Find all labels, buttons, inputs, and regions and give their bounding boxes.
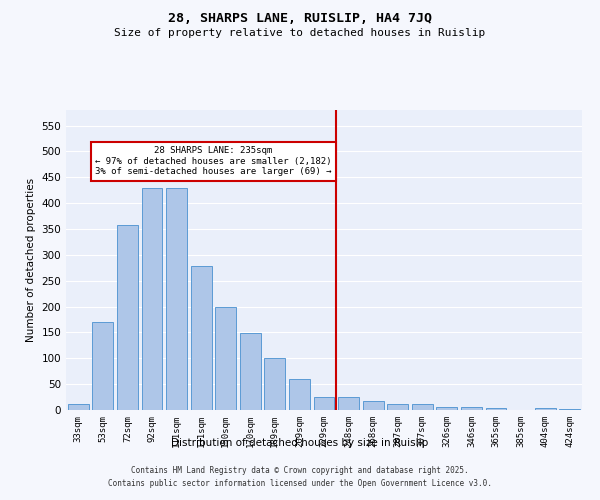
Bar <box>559 409 580 410</box>
Bar <box>117 226 138 410</box>
Bar <box>68 404 89 410</box>
Bar <box>338 397 359 410</box>
Text: Contains HM Land Registry data © Crown copyright and database right 2025.
Contai: Contains HM Land Registry data © Crown c… <box>108 466 492 487</box>
Text: Size of property relative to detached houses in Ruislip: Size of property relative to detached ho… <box>115 28 485 38</box>
Bar <box>362 400 383 410</box>
Text: 28 SHARPS LANE: 235sqm
← 97% of detached houses are smaller (2,182)
3% of semi-d: 28 SHARPS LANE: 235sqm ← 97% of detached… <box>95 146 332 176</box>
Bar <box>412 404 433 410</box>
Text: Distribution of detached houses by size in Ruislip: Distribution of detached houses by size … <box>172 438 428 448</box>
Bar <box>92 322 113 410</box>
Bar <box>387 404 408 410</box>
Bar <box>215 306 236 410</box>
Bar <box>265 358 286 410</box>
Bar <box>191 266 212 410</box>
Bar <box>289 379 310 410</box>
Text: 28, SHARPS LANE, RUISLIP, HA4 7JQ: 28, SHARPS LANE, RUISLIP, HA4 7JQ <box>168 12 432 26</box>
Bar <box>240 334 261 410</box>
Bar <box>535 408 556 410</box>
Y-axis label: Number of detached properties: Number of detached properties <box>26 178 36 342</box>
Bar <box>166 188 187 410</box>
Bar <box>142 188 163 410</box>
Bar <box>485 408 506 410</box>
Bar <box>436 407 457 410</box>
Bar <box>314 397 334 410</box>
Bar <box>461 408 482 410</box>
